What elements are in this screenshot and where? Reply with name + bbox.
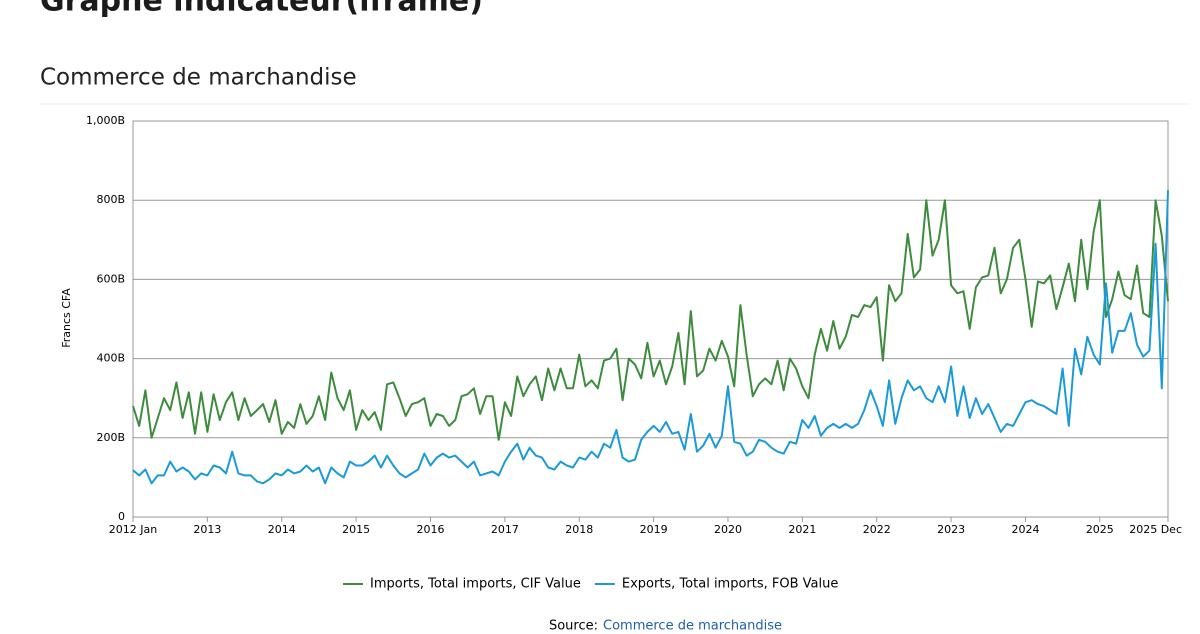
plot-border (132, 120, 1169, 518)
y-tick-label: 400B (96, 352, 125, 365)
series-line (132, 199, 1169, 441)
x-tick-label: 2022 (863, 523, 891, 536)
source-label: Source: (549, 619, 598, 631)
source-link[interactable]: Commerce de marchandise (603, 619, 782, 634)
x-tick-label: 2025 (1086, 523, 1114, 536)
y-tick-label: 0 (118, 510, 125, 523)
legend-label: Exports, Total imports, FOB Value (622, 577, 839, 592)
y-tick-label: 200B (96, 431, 125, 444)
x-tick-label: 2019 (640, 523, 668, 536)
x-tick-label: 2012 Jan (109, 523, 157, 536)
x-tick-label: 2023 (937, 523, 965, 536)
legend-label: Imports, Total imports, CIF Value (370, 577, 581, 592)
series-line (132, 190, 1169, 485)
x-tick-label: 2015 (342, 523, 370, 536)
x-tick-label: 2016 (416, 523, 444, 536)
y-axis-title: Francs CFA (60, 288, 73, 348)
x-tick-label: 2021 (788, 523, 816, 536)
x-tick-label: 2013 (193, 523, 221, 536)
x-tick-label: 2025 Dec (1129, 523, 1182, 536)
y-tick-label: 600B (96, 272, 125, 285)
page-title: Graphe indicateur(iframe) (40, 0, 483, 19)
x-tick-label: 2018 (565, 523, 593, 536)
y-tick-label: 1,000B (86, 114, 125, 127)
x-tick-label: 2020 (714, 523, 742, 536)
x-tick-label: 2024 (1011, 523, 1039, 536)
x-tick-label: 2014 (268, 523, 296, 536)
section-title: Commerce de marchandise (40, 65, 357, 91)
x-tick-label: 2017 (491, 523, 519, 536)
y-tick-label: 800B (96, 193, 125, 206)
